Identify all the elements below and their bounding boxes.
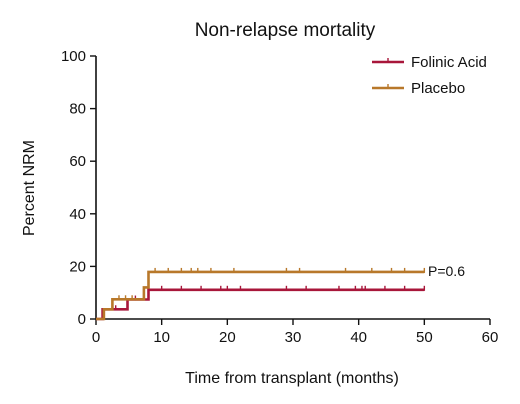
x-tick-label: 0: [92, 329, 100, 346]
series-line-placebo: [96, 270, 425, 321]
y-tick-label: 80: [69, 101, 86, 118]
y-tick-label: 0: [78, 311, 86, 328]
x-tick-label: 40: [350, 329, 367, 346]
y-tick-label: 100: [61, 48, 86, 65]
x-tick-label: 30: [285, 329, 302, 346]
axes: 0 20 40 60 80 100 0 10 20 30 40 50 60: [61, 48, 498, 346]
series-placebo: [96, 267, 426, 321]
series-layer: [96, 267, 426, 321]
legend-label: Folinic Acid: [411, 54, 487, 71]
x-axis-label: Time from transplant (months): [185, 370, 399, 387]
legend-label: Placebo: [411, 80, 465, 97]
x-tick-label: 10: [153, 329, 170, 346]
y-axis-label: Percent NRM: [21, 140, 38, 236]
series-folinic-acid: [96, 285, 426, 321]
legend: Folinic Acid Placebo: [372, 54, 487, 97]
y-tick-label: 40: [69, 206, 86, 223]
chart-title: Non-relapse mortality: [195, 20, 376, 41]
x-tick-label: 50: [416, 329, 433, 346]
legend-item-folinic-acid: Folinic Acid: [372, 54, 487, 71]
y-tick-label: 60: [69, 153, 86, 170]
x-tick-label: 20: [219, 329, 236, 346]
legend-item-placebo: Placebo: [372, 80, 465, 97]
p-value-annotation: P=0.6: [428, 263, 465, 279]
series-line-folinic-acid: [96, 288, 425, 321]
y-tick-label: 20: [69, 258, 86, 275]
x-tick-label: 60: [482, 329, 499, 346]
